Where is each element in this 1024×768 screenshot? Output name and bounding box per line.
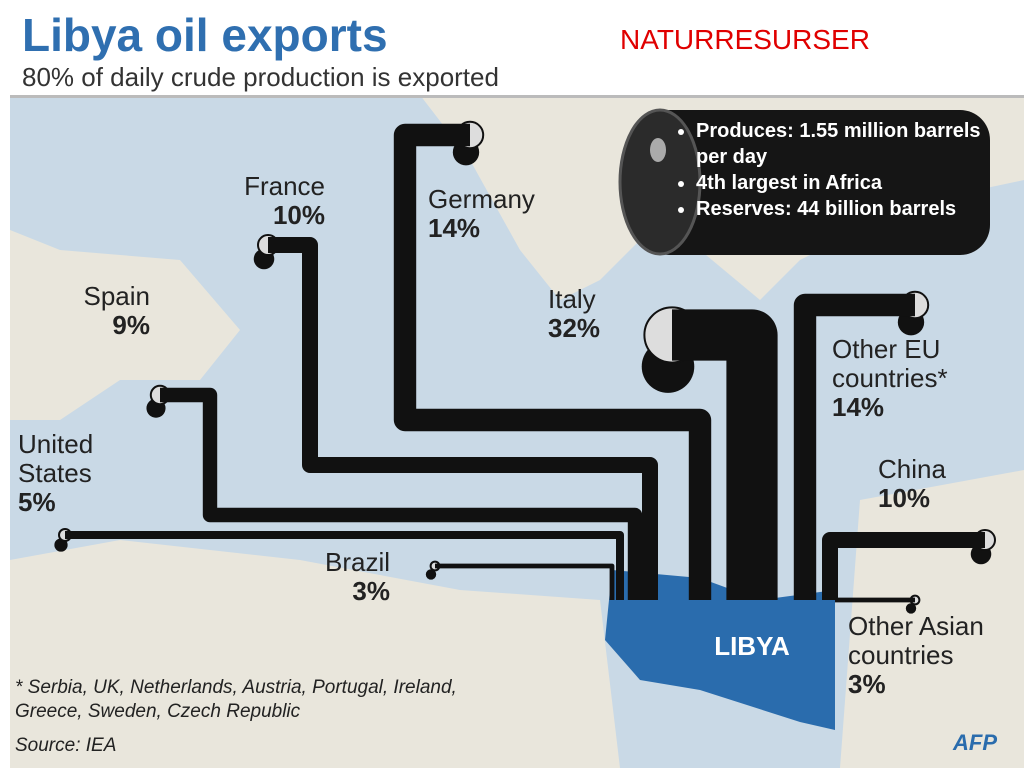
barrel bbox=[618, 108, 990, 256]
country-label: Germany 14% bbox=[428, 185, 598, 243]
note: Produces: 1.55 million barrels per day bbox=[696, 118, 1016, 170]
country-name: France bbox=[244, 171, 325, 201]
drop bbox=[425, 569, 437, 580]
footnote: * Serbia, UK, Netherlands, Austria, Port… bbox=[15, 677, 457, 722]
note: Reserves: 44 billion barrels bbox=[696, 196, 1016, 222]
country-name: Spain bbox=[83, 281, 151, 311]
barrel-lid bbox=[618, 108, 702, 256]
country-share: 5% bbox=[18, 487, 56, 517]
country-label: United States 5% bbox=[18, 430, 118, 517]
country-share: 14% bbox=[832, 392, 885, 422]
country-label: Other Asian countries 3% bbox=[848, 612, 988, 699]
note: 4th largest in Africa bbox=[696, 170, 1016, 196]
pipe bbox=[65, 531, 624, 600]
iberia bbox=[10, 230, 240, 420]
divider bbox=[10, 95, 1024, 98]
north-africa bbox=[10, 540, 620, 768]
country-label: China 10% bbox=[878, 455, 978, 513]
country-share: 3% bbox=[352, 576, 390, 606]
notes: Produces: 1.55 million barrels per day4t… bbox=[680, 118, 1016, 222]
country-name: China bbox=[878, 454, 946, 484]
country-share: 3% bbox=[848, 669, 886, 699]
barrel-body bbox=[640, 110, 990, 255]
pipe bbox=[435, 563, 615, 600]
country-share: 10% bbox=[878, 483, 931, 513]
country-label: Italy 32% bbox=[548, 285, 638, 343]
country-share: 14% bbox=[428, 213, 481, 243]
pipe bbox=[268, 237, 658, 600]
country-label: Brazil 3% bbox=[300, 548, 390, 606]
country-label: France 10% bbox=[205, 172, 325, 230]
country-name: Brazil bbox=[324, 547, 390, 577]
origin-label: LIBYA bbox=[714, 631, 790, 661]
pipe bbox=[793, 293, 915, 600]
subtitle: 80% of daily crude production is exporte… bbox=[22, 62, 499, 92]
country-share: 9% bbox=[112, 310, 150, 340]
country-share: 32% bbox=[548, 313, 601, 343]
country-name: United States bbox=[18, 429, 94, 488]
credit: AFP bbox=[952, 730, 997, 755]
pipe bbox=[672, 309, 778, 600]
barrel-cap bbox=[650, 138, 666, 162]
title: Libya oil exports bbox=[22, 9, 388, 61]
country-share: 10% bbox=[272, 200, 325, 230]
libya bbox=[605, 570, 835, 730]
country-name: Italy bbox=[548, 284, 596, 314]
country-label: Other EU countries* 14% bbox=[832, 335, 1002, 422]
country-name: Germany bbox=[428, 184, 535, 214]
country-label: Spain 9% bbox=[55, 281, 151, 340]
country-name: Other EU countries* bbox=[832, 334, 948, 393]
drop bbox=[905, 603, 917, 614]
pipe bbox=[160, 387, 643, 600]
pipe bbox=[393, 123, 712, 600]
country-name: Other Asian countries bbox=[848, 611, 984, 670]
pipe bbox=[822, 532, 985, 600]
source: Source: IEA bbox=[15, 735, 117, 756]
header: NATURRESURSER bbox=[620, 24, 870, 55]
